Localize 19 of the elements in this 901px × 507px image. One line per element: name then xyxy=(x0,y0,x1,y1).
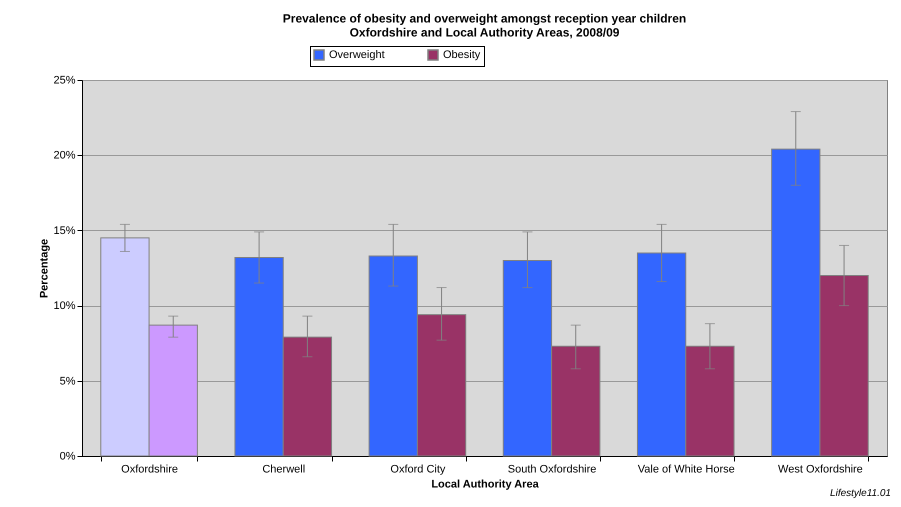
chart-title: Prevalence of obesity and overweight amongst reception year children xyxy=(282,12,686,26)
y-tick-label: 10% xyxy=(53,300,76,312)
text: Lifestyle11.01 xyxy=(830,488,891,499)
x-axis-title: Local Authority Area xyxy=(431,478,540,490)
chart-subtitle: Oxfordshire and Local Authority Areas, 2008/09 xyxy=(350,26,620,40)
x-tick-label: Vale of White Horse xyxy=(638,464,735,476)
y-tick-label: 25% xyxy=(53,74,76,86)
x-tick-label: Cherwell xyxy=(262,464,306,476)
legend-label: Obesity xyxy=(443,49,481,61)
legend-label: Overweight xyxy=(329,49,385,61)
x-tick-label: West Oxfordshire xyxy=(778,464,863,476)
y-tick-label: 20% xyxy=(53,150,76,162)
x-tick-label: Oxfordshire xyxy=(121,464,178,476)
x-tick-label: Oxford City xyxy=(390,464,446,476)
y-tick-label: 15% xyxy=(53,224,76,237)
x-tick-label: South Oxfordshire xyxy=(508,464,596,476)
y-tick-label: 5% xyxy=(60,375,76,388)
y-tick-label: 0% xyxy=(60,450,76,462)
y-axis-title: Percentage xyxy=(38,238,50,298)
